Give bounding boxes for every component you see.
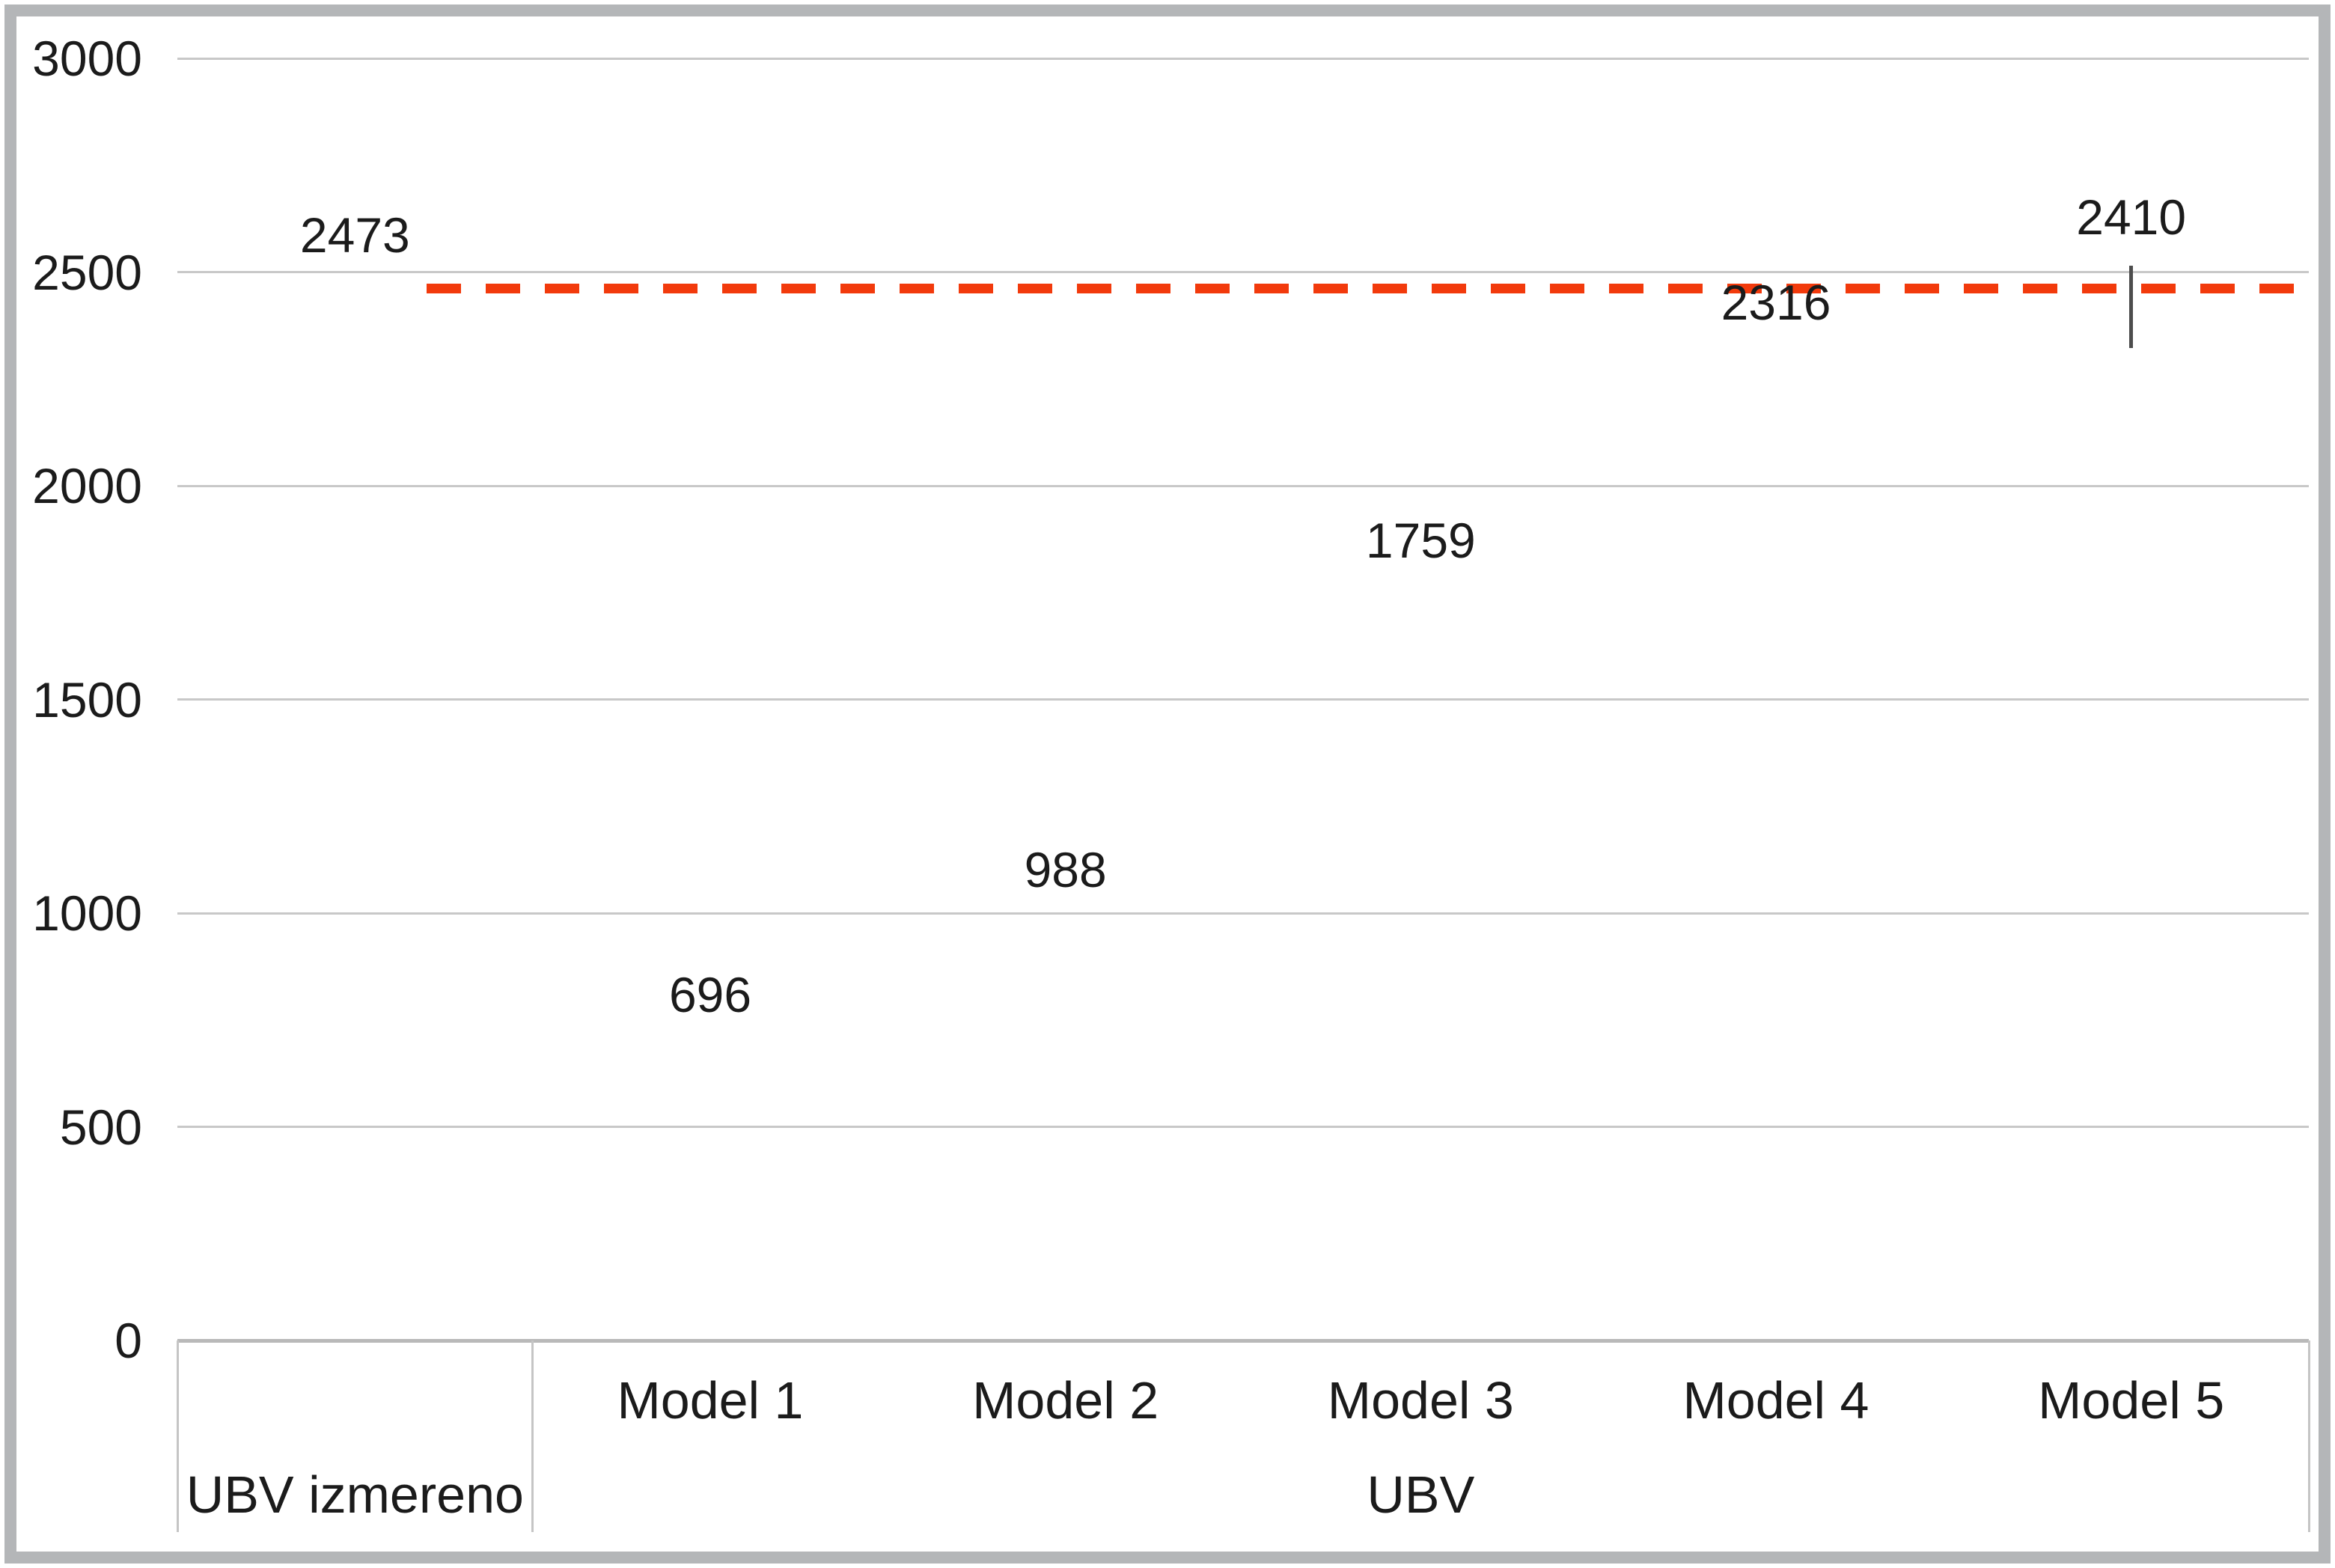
y-tick-label: 500	[59, 1099, 142, 1155]
category-label-model-1: Model 1	[617, 1371, 804, 1430]
reference-dashed-line	[427, 283, 2309, 293]
y-tick-label: 1000	[32, 885, 142, 941]
error-bar	[2129, 265, 2134, 348]
gridline-1000	[177, 912, 2309, 915]
axis-table-border	[176, 1340, 179, 1532]
axis-table-border	[2307, 1340, 2310, 1532]
x-axis-line	[177, 1338, 2309, 1343]
data-label-model-3: 1759	[1365, 512, 1476, 568]
y-tick-label: 0	[115, 1313, 142, 1368]
category-label-model-2: Model 2	[972, 1371, 1159, 1430]
group-label-ubv-izmereno: UBV izmereno	[186, 1465, 524, 1524]
category-label-model-4: Model 4	[1682, 1371, 1869, 1430]
group-label-ubv: UBV	[1367, 1465, 1475, 1524]
category-label-model-3: Model 3	[1327, 1371, 1514, 1430]
data-label-model-4: 2316	[1721, 274, 1831, 330]
gridline-500	[177, 1126, 2309, 1128]
data-label-model-5: 2410	[2076, 189, 2187, 245]
y-tick-label: 1500	[32, 671, 142, 727]
data-label-model-1: 696	[668, 966, 752, 1022]
gridline-2000	[177, 484, 2309, 487]
y-tick-label: 2000	[32, 458, 142, 513]
gridline-2500	[177, 271, 2309, 273]
data-label-ubv-izmereno: 2473	[299, 207, 410, 263]
axis-table-border	[531, 1340, 534, 1532]
y-tick-label: 3000	[32, 31, 142, 86]
y-axis: 0 500 1000 1500 2000 2500 3000	[0, 0, 142, 1568]
category-label-model-5: Model 5	[2038, 1371, 2225, 1430]
gridline-3000	[177, 57, 2309, 60]
gridline-1500	[177, 698, 2309, 701]
y-tick-label: 2500	[32, 244, 142, 300]
plot-area: 2473 696 988 1759 2316 2410	[177, 57, 2309, 1343]
data-label-model-2: 988	[1024, 841, 1107, 897]
x-axis-category-table: Model 1 Model 2 Model 3 Model 4 Model 5 UBV i…	[176, 1340, 2310, 1532]
